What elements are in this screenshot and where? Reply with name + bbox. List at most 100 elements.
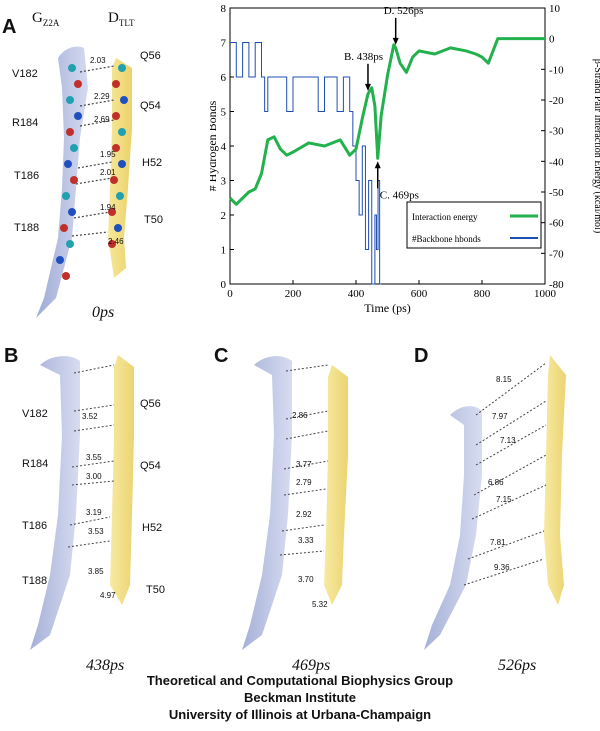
residue-label: H52: [142, 157, 163, 169]
distance-label: 5.32: [312, 600, 328, 609]
x-tick-label: 200: [285, 288, 302, 300]
annotation-label: D. 526ps: [384, 5, 424, 17]
residue-label: T186: [14, 170, 40, 182]
y-right-tick-label: -10: [549, 64, 564, 76]
distance-label: 2.92: [296, 510, 312, 519]
distance-label: 3.00: [86, 472, 102, 481]
y-left-tick-label: 3: [221, 176, 227, 188]
residue-label: Q56: [140, 50, 161, 62]
distance-label: 8.15: [496, 375, 512, 384]
distance-label: 2.86: [292, 411, 308, 420]
panel-b-structure: [30, 355, 134, 650]
y-left-tick-label: 4: [221, 141, 227, 153]
distance-label: 2.29: [94, 92, 110, 101]
panel-b-letter: B: [4, 345, 19, 367]
legend-box: [406, 201, 542, 249]
annotation-arrowhead: [392, 37, 399, 45]
residue-label: T50: [144, 214, 163, 226]
y-right-tick-label: 10: [549, 3, 561, 15]
distance-label: 7.13: [500, 436, 516, 445]
legend-label: #Backbone hbonds: [412, 234, 481, 244]
distance-label: 9.36: [494, 563, 510, 572]
footer-university: University of Illinois at Urbana-Champai…: [168, 707, 432, 722]
annotation-label: C. 469ps: [380, 189, 419, 201]
distance-label: 3.52: [82, 412, 98, 421]
x-tick-label: 600: [411, 288, 428, 300]
distance-label: 7.15: [496, 495, 512, 504]
distance-label: 7.97: [492, 412, 508, 421]
distance-label: 3.33: [298, 536, 314, 545]
panel-b-time: 438ps: [86, 657, 125, 674]
residue-label: Q54: [140, 100, 161, 112]
distance-label: 6.86: [488, 478, 504, 487]
annotation-arrowhead: [374, 161, 381, 169]
strand-left-label: GZ2A: [32, 10, 60, 28]
panel-a-letter: A: [2, 16, 17, 38]
distance-label: 4.97: [100, 591, 116, 600]
distance-label: 2.79: [296, 478, 312, 487]
residue-label: T186: [22, 520, 48, 532]
distance-label: 7.81: [490, 538, 506, 547]
annotation-arrowhead: [364, 83, 371, 91]
y-right-tick-label: -70: [549, 248, 564, 260]
x-tick-label: 1000: [534, 288, 557, 300]
distance-label: 3.53: [88, 527, 104, 536]
x-axis-label: Time (ps): [364, 301, 411, 315]
y-right-tick-label: -50: [549, 187, 564, 199]
panel-c-structure: [242, 356, 348, 650]
panel-a-structure: [36, 46, 132, 318]
x-tick-label: 800: [474, 288, 491, 300]
y-right-axis-label: β-Strand Pair Interaction Energy (kcal/m…: [592, 59, 600, 233]
panel-d-structure: [424, 355, 566, 650]
residue-label: T188: [22, 575, 48, 587]
y-right-tick-label: -30: [549, 126, 564, 138]
y-left-tick-label: 7: [221, 38, 227, 50]
distance-label: 3.19: [86, 508, 102, 517]
residue-label: T50: [146, 584, 165, 596]
y-left-tick-label: 5: [221, 107, 227, 119]
hbond-energy-chart: 0 200 400 600 800 1000 0 1 2 3 4 5 6 7 8 10 0 -10 -20 -30 -4…: [210, 3, 600, 315]
distance-label: 2.69: [94, 115, 110, 124]
panel-c-time: 469ps: [292, 657, 331, 674]
panel-a-time: 0ps: [92, 304, 115, 321]
legend-label: Interaction energy: [412, 212, 478, 222]
panel-d-time: 526ps: [498, 657, 537, 674]
residue-label: H52: [142, 522, 163, 534]
y-right-tick-label: -40: [549, 156, 564, 168]
residue-label: R184: [22, 458, 49, 470]
footer-institute: Beckman Institute: [244, 690, 356, 705]
y-left-tick-label: 2: [221, 210, 227, 222]
residue-label: R184: [12, 117, 39, 129]
y-left-tick-label: 0: [221, 279, 227, 291]
atoms-left: [56, 64, 82, 280]
x-tick-label: 400: [348, 288, 365, 300]
series-hbonds-line: [230, 42, 382, 285]
distance-label: 2.03: [90, 56, 106, 65]
y-left-axis-label: # Hydrogen Bonds: [210, 100, 219, 191]
footer-group: Theoretical and Computational Biophysics…: [146, 673, 454, 688]
y-right-tick-label: 0: [549, 34, 555, 46]
distance-label: 3.85: [88, 567, 104, 576]
y-left-tick-label: 8: [221, 3, 227, 15]
residue-label: V182: [22, 408, 48, 420]
distance-label: 3.55: [86, 453, 102, 462]
distance-label: 3.70: [298, 575, 314, 584]
y-right-tick-label: -20: [549, 95, 564, 107]
y-left-tick-label: 1: [221, 245, 227, 257]
distance-label: 3.77: [296, 460, 312, 469]
panel-c-letter: C: [214, 345, 229, 367]
series-energy-line: [228, 37, 545, 206]
y-left-tick-label: 6: [221, 72, 227, 84]
strand-right-label: DTLT: [108, 10, 135, 28]
residue-label: V182: [12, 68, 38, 80]
y-right-tick-label: -80: [549, 279, 564, 291]
distance-label: 2.46: [108, 237, 124, 246]
distance-label: 2.01: [100, 168, 116, 177]
annotation-label: B. 438ps: [344, 51, 383, 63]
residue-label: T188: [14, 222, 40, 234]
residue-label: Q54: [140, 460, 161, 472]
x-tick-label: 0: [227, 288, 233, 300]
panel-d-letter: D: [414, 345, 429, 367]
y-right-tick-label: -60: [549, 218, 564, 230]
hbond-lines: [71, 65, 115, 237]
